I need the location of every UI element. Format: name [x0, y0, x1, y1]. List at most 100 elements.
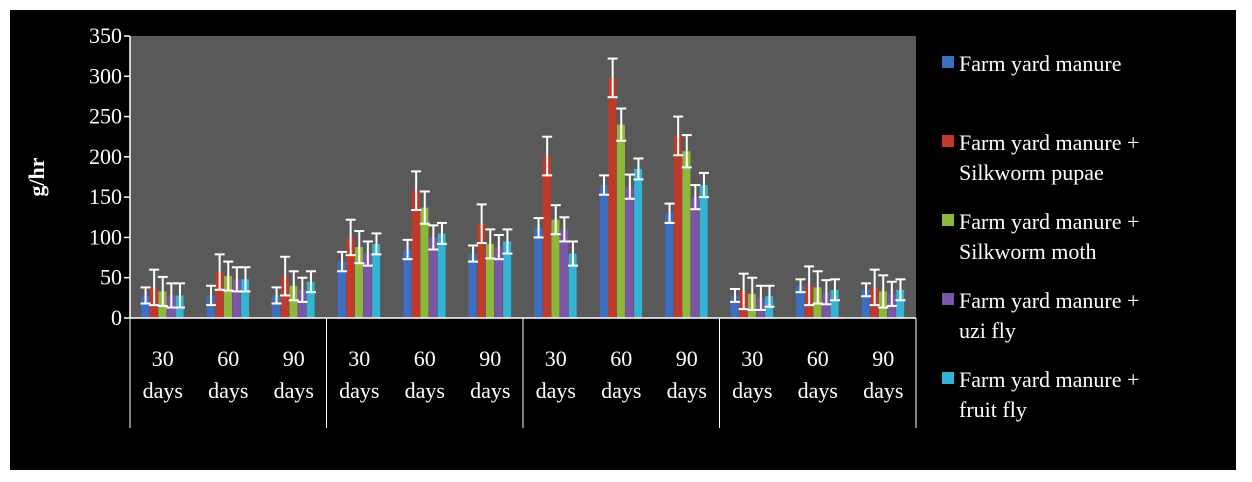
bar — [354, 247, 363, 318]
bar — [634, 168, 643, 318]
bar — [298, 289, 307, 318]
legend-label: Farm yard manure + — [959, 288, 1139, 313]
bar — [568, 253, 577, 318]
bar — [608, 77, 617, 318]
x-tick-label: 90 — [479, 346, 501, 371]
bar — [682, 151, 691, 318]
y-tick-label: 200 — [89, 144, 122, 169]
bar — [215, 272, 224, 318]
bar — [599, 185, 608, 318]
bar — [861, 289, 870, 318]
bar — [673, 135, 682, 318]
bar — [494, 247, 503, 318]
legend-swatch — [942, 214, 954, 226]
bar — [796, 285, 805, 318]
y-tick-label: 50 — [100, 265, 122, 290]
legend-label: Silkworm moth — [959, 239, 1097, 264]
y-axis-label: g/hr — [24, 157, 49, 196]
x-tick-label: days — [863, 378, 903, 403]
bar — [730, 295, 739, 318]
error-bars-layer — [140, 57, 906, 311]
x-tick-label: 90 — [872, 346, 894, 371]
y-tick-label: 150 — [89, 184, 122, 209]
y-tick-label: 250 — [89, 104, 122, 129]
bar — [477, 223, 486, 318]
legend-swatch — [942, 293, 954, 305]
x-tick-label: days — [536, 378, 576, 403]
x-tick-label: days — [667, 378, 707, 403]
bar — [542, 156, 551, 318]
x-tick-label: 90 — [283, 346, 305, 371]
bar — [346, 237, 355, 318]
legend-swatch — [942, 56, 954, 68]
legend-swatch — [942, 372, 954, 384]
x-tick-label: days — [732, 378, 772, 403]
legend-label: Farm yard manure + — [959, 130, 1139, 155]
bar — [403, 249, 412, 318]
legend-label: fruit fly — [959, 397, 1027, 422]
x-tick-label: 60 — [217, 346, 239, 371]
bar — [141, 295, 150, 318]
x-tick-label: days — [208, 378, 248, 403]
bar — [337, 261, 346, 318]
bar — [241, 279, 250, 318]
x-tick-label: 30 — [545, 346, 567, 371]
bar — [625, 186, 634, 318]
y-tick-label: 300 — [89, 63, 122, 88]
x-tick-label: days — [470, 378, 510, 403]
bar — [699, 185, 708, 318]
bar — [411, 190, 420, 318]
y-tick-label: 350 — [89, 23, 122, 48]
bar — [830, 289, 839, 318]
legend-label: Farm yard manure — [959, 51, 1122, 76]
legend-label: Silkworm pupae — [959, 160, 1104, 185]
legend-label: Farm yard manure + — [959, 209, 1139, 234]
x-tick-label: 30 — [152, 346, 174, 371]
bar — [232, 279, 241, 318]
legend-label: Farm yard manure + — [959, 367, 1139, 392]
bar — [691, 197, 700, 318]
bar — [272, 295, 281, 318]
bar — [206, 295, 215, 318]
x-tick-label: 90 — [676, 346, 698, 371]
y-ticks-layer: 0 50 100 150 200 250 300 350 — [89, 23, 130, 330]
bar — [468, 253, 477, 318]
bar — [429, 237, 438, 318]
bar — [485, 243, 494, 318]
bar — [289, 285, 298, 318]
chart-frame: 0 50 100 150 200 250 300 350 30 days 60 days 90 days… — [10, 10, 1236, 470]
x-tick-label: days — [143, 378, 183, 403]
bar — [616, 124, 625, 318]
bar — [665, 213, 674, 318]
x-ticks-layer: 30 days 60 days 90 days 30 days 60 days 90 days 30 da… — [143, 346, 904, 403]
x-tick-label: days — [405, 378, 445, 403]
legend-swatch — [942, 135, 954, 147]
x-tick-label: days — [274, 378, 314, 403]
legend-label: uzi fly — [959, 318, 1016, 343]
x-tick-label: 30 — [348, 346, 370, 371]
x-tick-label: 60 — [414, 346, 436, 371]
plot-area — [130, 36, 916, 318]
bar — [420, 207, 429, 318]
x-tick-label: days — [798, 378, 838, 403]
bar — [306, 281, 315, 318]
bar — [223, 276, 232, 318]
x-tick-label: 60 — [610, 346, 632, 371]
bar — [503, 241, 512, 318]
bar — [896, 289, 905, 318]
chart: 0 50 100 150 200 250 300 350 30 days 60 days 90 days… — [24, 23, 1139, 428]
y-tick-label: 0 — [111, 305, 122, 330]
bar — [280, 276, 289, 318]
x-tick-label: days — [601, 378, 641, 403]
bar — [534, 227, 543, 318]
bar — [363, 253, 372, 318]
bar — [372, 243, 381, 318]
x-tick-label: 60 — [807, 346, 829, 371]
y-tick-label: 100 — [89, 224, 122, 249]
bar — [560, 229, 569, 318]
bar — [437, 233, 446, 318]
axes-layer — [129, 36, 917, 428]
legend: Farm yard manure Farm yard manure + Silkwo… — [942, 51, 1139, 422]
x-tick-label: days — [339, 378, 379, 403]
x-tick-label: 30 — [741, 346, 763, 371]
